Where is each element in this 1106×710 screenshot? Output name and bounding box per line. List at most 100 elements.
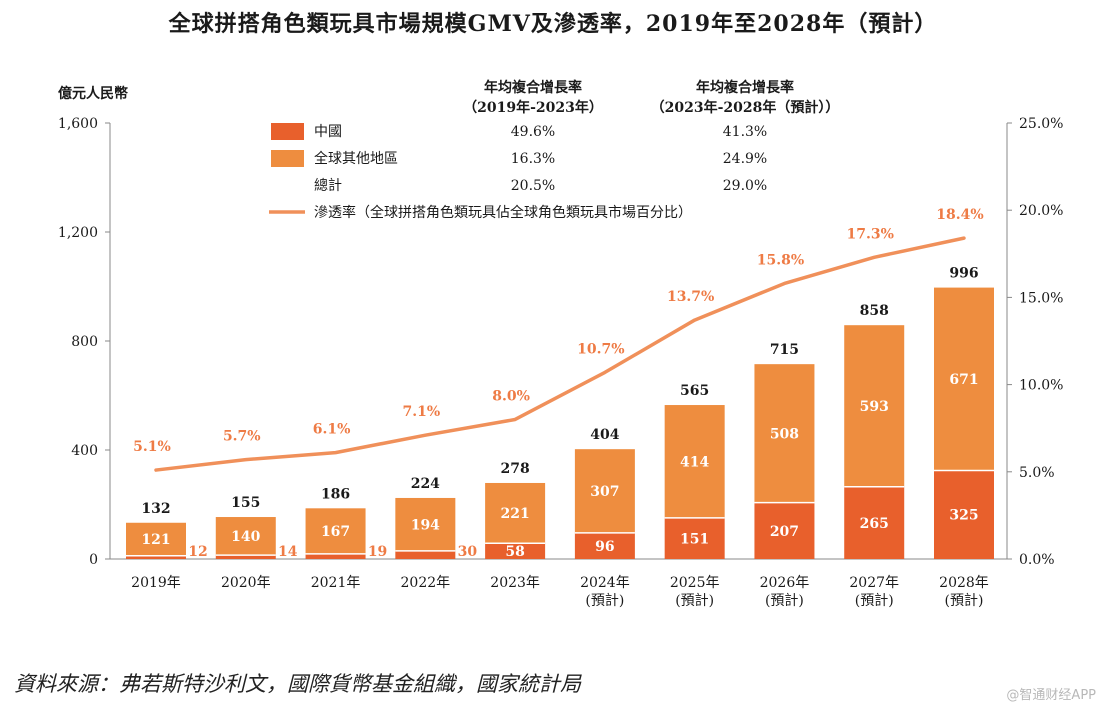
legend-swatch bbox=[271, 150, 304, 167]
bar-rest-of-world bbox=[664, 405, 725, 518]
x-tick-label: 2020年 bbox=[221, 575, 271, 591]
legend-header-cagr1: 年均複合增長率 bbox=[484, 79, 582, 96]
y2-tick-label: 0.0% bbox=[1019, 552, 1055, 568]
y2-tick-label: 10.0% bbox=[1019, 378, 1063, 394]
y2-tick-label: 5.0% bbox=[1019, 465, 1055, 481]
legend-swatch bbox=[271, 123, 304, 140]
bar-rest-of-world bbox=[754, 364, 815, 503]
line-point-label: 5.1% bbox=[133, 439, 171, 455]
x-tick-label: (預計) bbox=[945, 593, 984, 609]
bar-rest-of-world bbox=[126, 522, 186, 556]
line-point-label: 13.7% bbox=[667, 289, 714, 305]
x-tick-label: 2021年 bbox=[311, 575, 361, 591]
bar-label-china: 265 bbox=[860, 516, 889, 532]
bar-label-china: 207 bbox=[770, 524, 799, 540]
legend-cagr1-value: 20.5% bbox=[511, 178, 555, 194]
bar-china bbox=[574, 532, 635, 559]
line-point-label: 10.7% bbox=[577, 341, 624, 357]
legend-cagr1-value: 16.3% bbox=[511, 151, 555, 167]
legend-cagr1-value: 49.6% bbox=[511, 124, 555, 140]
bar-label-china: 30 bbox=[458, 544, 478, 560]
legend-row-label: 中國 bbox=[314, 124, 342, 140]
penetration-line bbox=[154, 236, 966, 472]
bar-label-china: 19 bbox=[368, 544, 387, 560]
bar-label-rest: 121 bbox=[141, 532, 170, 548]
bar-china bbox=[485, 543, 546, 559]
legend-header-cagr2-period: （2023年-2028年（預計）） bbox=[651, 99, 840, 116]
bar-china bbox=[844, 486, 905, 559]
bar-total-label: 565 bbox=[680, 383, 709, 399]
line-point-label: 6.1% bbox=[313, 422, 351, 438]
y2-tick-label: 25.0% bbox=[1019, 116, 1063, 132]
legend-cagr2-value: 24.9% bbox=[723, 151, 767, 167]
x-tick-label: 2023年 bbox=[490, 575, 540, 591]
x-tick-label: 2025年 bbox=[670, 575, 720, 591]
bar-label-rest: 593 bbox=[860, 399, 889, 415]
bar-china bbox=[126, 555, 186, 559]
bar-label-china: 14 bbox=[278, 544, 298, 560]
y-tick-label: 1,600 bbox=[58, 116, 98, 132]
bar-total-label: 715 bbox=[770, 342, 799, 358]
bar-label-china: 58 bbox=[505, 544, 524, 560]
bar-rest-of-world bbox=[574, 449, 635, 533]
watermark: @智通财经APP bbox=[1006, 688, 1096, 703]
x-tick-label: (預計) bbox=[675, 593, 714, 609]
bar-total-label: 186 bbox=[321, 486, 350, 502]
source-note: 資料來源：弗若斯特沙利文，國際貨幣基金組織，國家統計局 bbox=[14, 672, 581, 696]
legend-cagr2-value: 29.0% bbox=[723, 178, 767, 194]
bar-label-rest: 140 bbox=[231, 529, 260, 545]
bar-label-china: 151 bbox=[680, 531, 709, 547]
bar-rest-of-world bbox=[934, 287, 994, 471]
x-tick-label: (預計) bbox=[855, 593, 894, 609]
line-point-label: 18.4% bbox=[936, 207, 983, 223]
y-tick-label: 400 bbox=[71, 443, 98, 459]
y-tick-label: 800 bbox=[71, 334, 98, 350]
line-point-label: 8.0% bbox=[492, 388, 530, 404]
bar-rest-of-world bbox=[485, 482, 546, 544]
bar-label-china: 325 bbox=[949, 508, 978, 524]
bar-label-rest: 671 bbox=[949, 372, 978, 388]
line-point-label: 5.7% bbox=[223, 429, 261, 445]
bar-china bbox=[664, 517, 725, 559]
bar-total-label: 996 bbox=[949, 266, 978, 282]
x-tick-label: 2022年 bbox=[401, 575, 451, 591]
bar-label-rest: 508 bbox=[770, 426, 799, 442]
bar-rest-of-world bbox=[844, 325, 905, 487]
bar-label-rest: 414 bbox=[680, 454, 709, 470]
x-tick-label: 2028年 bbox=[939, 575, 989, 591]
legend-row-label: 全球其他地區 bbox=[314, 150, 398, 167]
x-tick-label: (預計) bbox=[585, 593, 624, 609]
y-tick-label: 0 bbox=[89, 552, 98, 568]
legend-row-label: 總計 bbox=[314, 177, 342, 194]
legend-line-label: 滲透率（全球拼搭角色類玩具佔全球角色類玩具市場百分比） bbox=[314, 204, 692, 221]
y-axis-unit: 億元人民幣 bbox=[58, 85, 128, 102]
bar-total-label: 155 bbox=[231, 495, 260, 511]
bar-label-china: 96 bbox=[595, 539, 614, 555]
bar-china bbox=[305, 553, 366, 559]
line-point-label: 7.1% bbox=[402, 404, 440, 420]
legend-header-cagr1-period: （2019年-2023年） bbox=[463, 99, 603, 116]
bar-label-rest: 194 bbox=[411, 517, 440, 533]
bar-rest-of-world bbox=[305, 508, 366, 554]
bar-label-china: 12 bbox=[188, 544, 207, 560]
bar-rest-of-world bbox=[395, 497, 456, 551]
bar-total-label: 858 bbox=[860, 303, 889, 319]
x-tick-label: 2027年 bbox=[849, 575, 899, 591]
x-tick-label: 2024年 bbox=[580, 575, 630, 591]
bar-china bbox=[215, 555, 276, 559]
line-point-label: 17.3% bbox=[847, 226, 894, 242]
bar-china bbox=[754, 502, 815, 559]
line-point-label: 15.8% bbox=[757, 252, 804, 268]
x-tick-label: (預計) bbox=[765, 593, 804, 609]
legend-header-cagr2: 年均複合增長率 bbox=[696, 79, 794, 96]
bar-total-label: 224 bbox=[411, 476, 440, 492]
y2-tick-label: 15.0% bbox=[1019, 290, 1063, 306]
bar-china bbox=[395, 550, 456, 559]
chart-title: 全球拼搭角色類玩具市場規模GMV及滲透率，2019年至2028年（預計） bbox=[168, 11, 938, 37]
bar-label-rest: 307 bbox=[590, 484, 619, 500]
bar-label-rest: 221 bbox=[500, 506, 529, 522]
bar-rest-of-world bbox=[215, 517, 276, 556]
y-tick-label: 1,200 bbox=[58, 225, 98, 241]
x-tick-label: 2026年 bbox=[760, 575, 810, 591]
